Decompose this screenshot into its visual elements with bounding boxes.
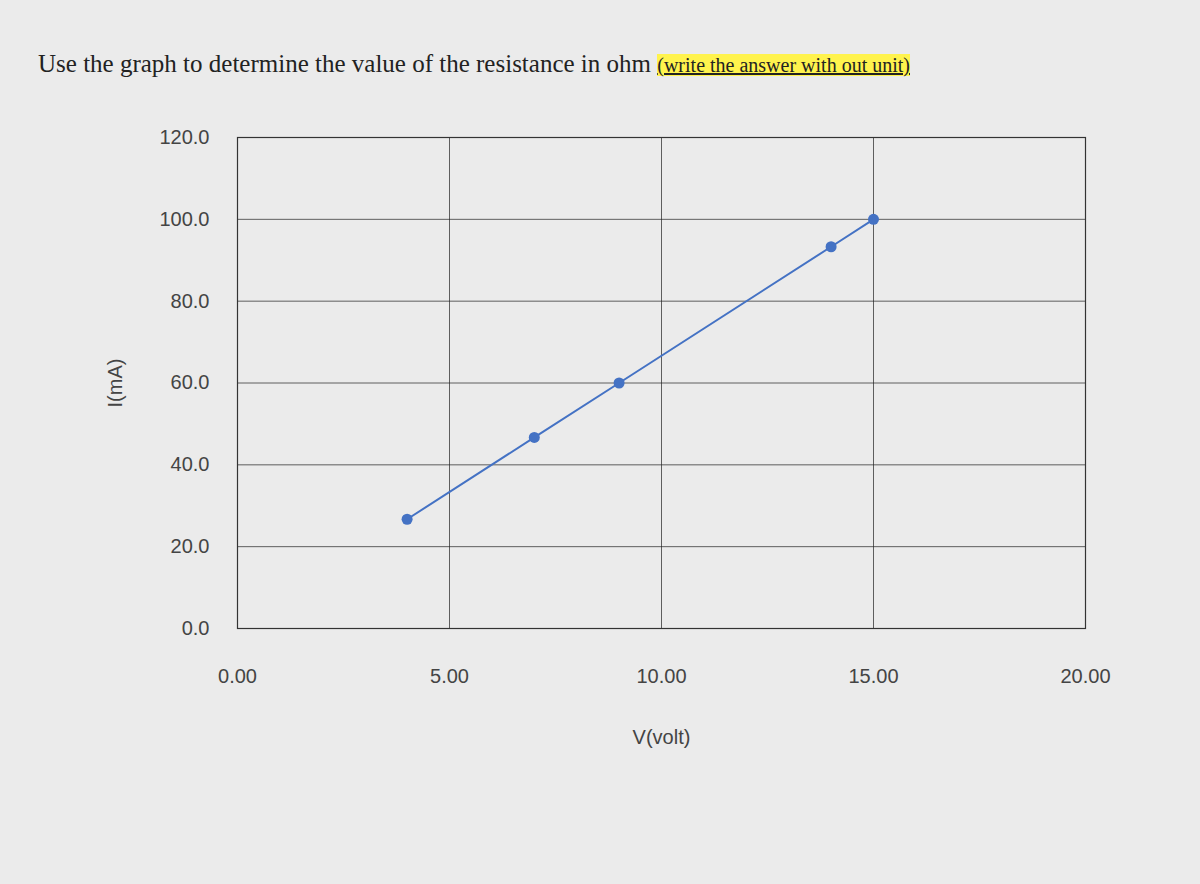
svg-text:I(mA): I(mA)	[104, 359, 126, 408]
svg-text:0.0: 0.0	[182, 617, 210, 639]
svg-text:120.0: 120.0	[159, 126, 209, 148]
svg-text:15.00: 15.00	[848, 665, 898, 687]
svg-text:5.00: 5.00	[430, 665, 469, 687]
html-text:Use the graph to determine the: Use the graph to determine the value of …	[38, 50, 910, 77]
svg-text:100.0: 100.0	[159, 208, 209, 230]
svg-text:V(volt): V(volt)	[633, 726, 691, 748]
svg-text:40.0: 40.0	[171, 453, 210, 475]
svg-text:80.0: 80.0	[171, 290, 210, 312]
svg-text:60.0: 60.0	[171, 371, 210, 393]
svg-text:20.0: 20.0	[171, 535, 210, 557]
svg-text:20.00: 20.00	[1060, 665, 1110, 687]
svg-text:0.00: 0.00	[218, 665, 257, 687]
svg-text:10.00: 10.00	[636, 665, 686, 687]
